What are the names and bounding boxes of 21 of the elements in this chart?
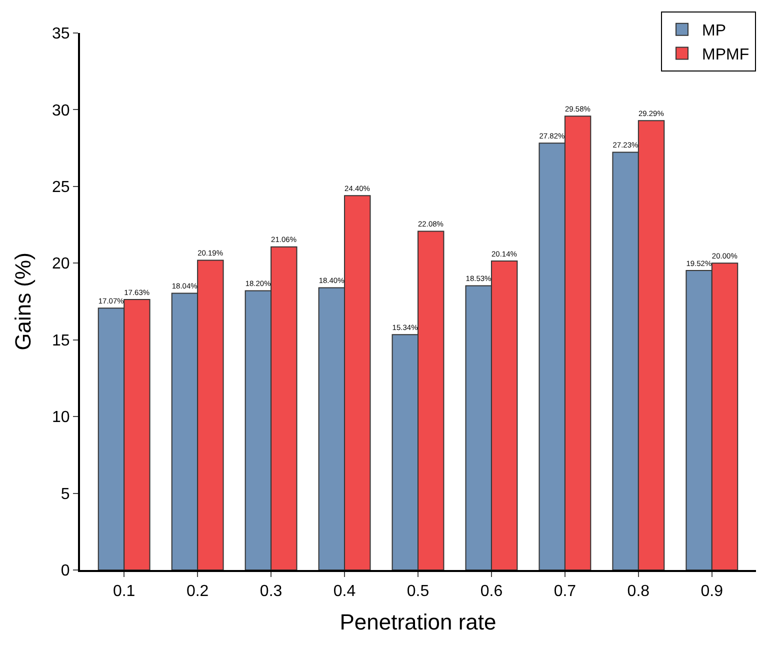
- x-tick-label: 0.2: [186, 583, 209, 600]
- x-axis-title: Penetration rate: [340, 610, 496, 635]
- x-tick-label: 0.4: [333, 583, 356, 600]
- y-tick-label: 25: [52, 179, 70, 196]
- y-tick-label: 0: [60, 562, 70, 580]
- x-tick-label: 0.8: [627, 583, 650, 600]
- y-tick-label: 10: [52, 409, 70, 426]
- legend-label: MP: [702, 22, 726, 40]
- x-tick-label: 0.3: [260, 583, 282, 600]
- x-tick-label: 0.1: [112, 583, 136, 600]
- legend-label: MPMF: [702, 46, 750, 64]
- y-tick-label: 15: [52, 332, 70, 350]
- y-axis-title: Gains (%): [10, 252, 36, 350]
- x-tick-label: 0.5: [406, 583, 430, 600]
- y-tick-label: 5: [60, 486, 70, 503]
- x-tick-label: 0.7: [554, 583, 576, 600]
- x-tick-label: 0.6: [480, 583, 503, 600]
- y-tick-label: 30: [52, 102, 70, 120]
- x-tick-label: 0.9: [700, 583, 724, 600]
- y-tick-label: 35: [52, 26, 70, 43]
- y-tick-label: 20: [52, 256, 70, 273]
